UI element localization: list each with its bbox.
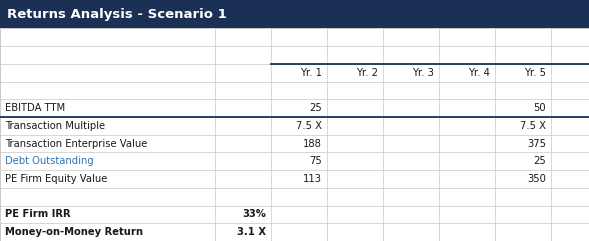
- Text: Yr. 5: Yr. 5: [524, 68, 546, 78]
- Text: Yr. 4: Yr. 4: [468, 68, 490, 78]
- Text: 25: 25: [533, 156, 546, 166]
- Text: 33%: 33%: [242, 209, 266, 219]
- Text: 50: 50: [534, 103, 546, 113]
- Text: 25: 25: [309, 103, 322, 113]
- Text: 375: 375: [527, 139, 546, 148]
- Text: Transaction Enterprise Value: Transaction Enterprise Value: [5, 139, 147, 148]
- Text: PE Firm Equity Value: PE Firm Equity Value: [5, 174, 107, 184]
- Text: 7.5 X: 7.5 X: [520, 121, 546, 131]
- Text: EBITDA TTM: EBITDA TTM: [5, 103, 65, 113]
- Text: Money-on-Money Return: Money-on-Money Return: [5, 227, 143, 237]
- Text: 188: 188: [303, 139, 322, 148]
- Text: 75: 75: [309, 156, 322, 166]
- Text: 350: 350: [527, 174, 546, 184]
- Text: 113: 113: [303, 174, 322, 184]
- Text: PE Firm IRR: PE Firm IRR: [5, 209, 70, 219]
- Text: Yr. 2: Yr. 2: [356, 68, 378, 78]
- Text: Debt Outstanding: Debt Outstanding: [5, 156, 94, 166]
- Text: Transaction Multiple: Transaction Multiple: [5, 121, 105, 131]
- Text: 3.1 X: 3.1 X: [237, 227, 266, 237]
- FancyBboxPatch shape: [0, 0, 589, 28]
- Text: Yr. 1: Yr. 1: [300, 68, 322, 78]
- Text: Yr. 3: Yr. 3: [412, 68, 434, 78]
- FancyBboxPatch shape: [0, 28, 589, 241]
- Text: 7.5 X: 7.5 X: [296, 121, 322, 131]
- Text: Returns Analysis - Scenario 1: Returns Analysis - Scenario 1: [7, 8, 227, 21]
